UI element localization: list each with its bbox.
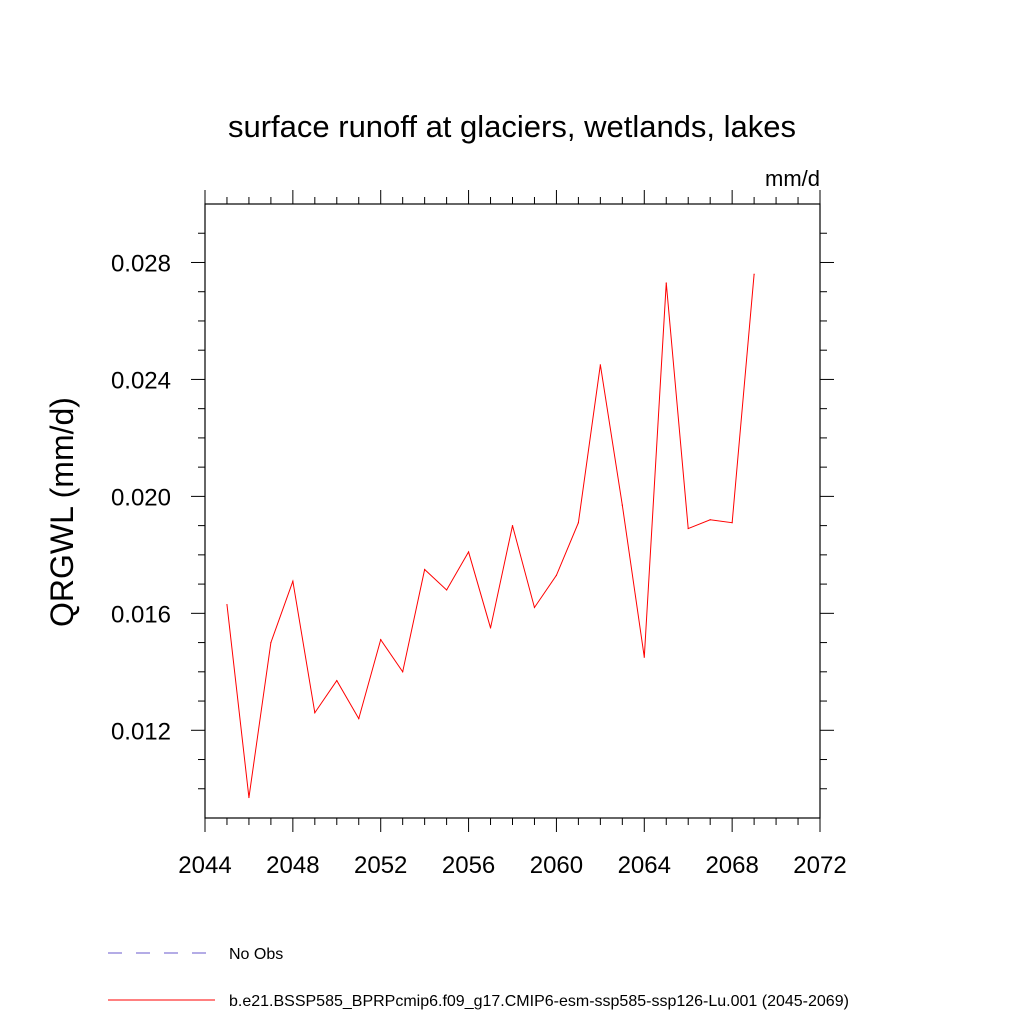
x-tick-label: 2048 <box>266 852 319 879</box>
axis-ticks <box>191 190 834 832</box>
data-point <box>687 527 689 530</box>
chart-title: surface runoff at glaciers, wetlands, la… <box>228 109 796 144</box>
data-point <box>270 641 272 644</box>
x-tick-label: 2064 <box>618 852 671 879</box>
x-tick-labels: 2044 2048 2052 2056 2060 2064 2068 2072 <box>178 852 846 879</box>
data-point <box>643 656 645 658</box>
y-tick-label: 0.012 <box>111 718 171 745</box>
data-point <box>446 589 448 591</box>
data-point <box>665 282 667 284</box>
x-tick-label: 2056 <box>442 852 495 879</box>
data-point <box>555 574 558 576</box>
y-tick-label: 0.020 <box>111 484 171 511</box>
series-line <box>226 274 755 798</box>
data-point <box>489 627 492 629</box>
x-tick-label: 2052 <box>354 852 407 879</box>
y-tick-label: 0.028 <box>111 250 171 277</box>
y-tick-label: 0.024 <box>111 367 171 394</box>
x-tick-label: 2044 <box>178 852 231 879</box>
x-tick-label: 2060 <box>530 852 583 879</box>
data-point <box>533 606 536 609</box>
units-label: mm/d <box>765 166 820 191</box>
y-axis-title: QRGWL (mm/d) <box>44 397 80 627</box>
data-point <box>226 603 228 606</box>
x-tick-label: 2068 <box>705 852 758 879</box>
data-point <box>709 519 711 521</box>
data-point <box>380 639 382 641</box>
data-point <box>599 364 601 366</box>
data-point <box>577 522 579 524</box>
data-point <box>292 580 294 582</box>
data-point <box>336 679 338 682</box>
y-tick-labels: 0.012 0.016 0.020 0.024 0.028 <box>111 250 171 745</box>
data-point <box>358 717 360 720</box>
data-point <box>314 712 316 714</box>
y-tick-label: 0.016 <box>111 601 171 628</box>
data-point <box>424 568 426 571</box>
data-point <box>402 671 404 673</box>
data-point <box>248 796 250 799</box>
data-point <box>511 525 514 527</box>
data-point <box>753 273 755 275</box>
series-group <box>226 273 755 799</box>
legend-label-no-obs: No Obs <box>229 946 283 963</box>
data-point <box>467 551 470 553</box>
data-point <box>731 522 733 524</box>
legend-label-series: b.e21.BSSP585_BPRPcmip6.f09_g17.CMIP6-es… <box>229 993 849 1010</box>
x-tick-label: 2072 <box>793 852 846 879</box>
data-point <box>621 504 623 506</box>
plot-frame <box>204 203 821 819</box>
legend: No Obs b.e21.BSSP585_BPRPcmip6.f09_g17.C… <box>108 946 849 1010</box>
